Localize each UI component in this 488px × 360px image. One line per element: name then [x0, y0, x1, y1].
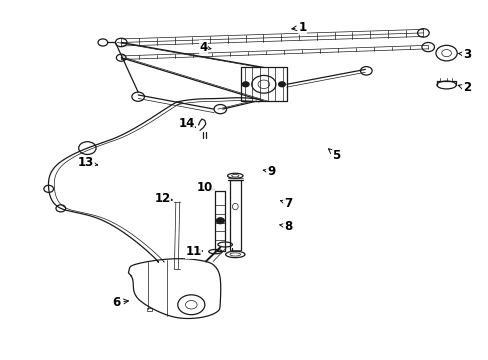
Text: 3: 3: [458, 48, 470, 61]
Text: 13: 13: [78, 157, 98, 170]
Circle shape: [216, 217, 224, 224]
Text: 8: 8: [279, 220, 291, 233]
Text: 1: 1: [291, 21, 306, 34]
Text: 9: 9: [263, 165, 275, 177]
Circle shape: [278, 82, 285, 87]
Text: 6: 6: [112, 296, 128, 309]
Text: 7: 7: [280, 197, 291, 210]
Text: 12: 12: [154, 192, 172, 205]
Text: 5: 5: [328, 149, 340, 162]
Text: 14: 14: [178, 117, 195, 130]
Text: 2: 2: [457, 81, 470, 94]
Bar: [146, 307, 151, 311]
Text: 11: 11: [185, 245, 202, 258]
Text: 10: 10: [196, 181, 213, 194]
Circle shape: [242, 82, 248, 87]
Text: 4: 4: [199, 41, 211, 54]
